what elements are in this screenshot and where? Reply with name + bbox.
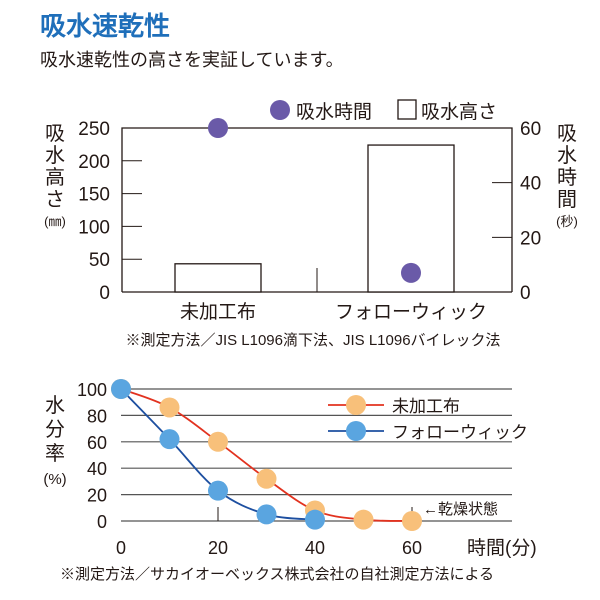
legend-label: 吸水高さ bbox=[421, 101, 497, 123]
ylabel-right: 間 bbox=[557, 189, 577, 211]
category-label: 未加工布 bbox=[180, 301, 256, 323]
data-point-0 bbox=[208, 431, 228, 452]
legend-box-icon bbox=[397, 99, 417, 120]
ylabel-right: 吸 bbox=[557, 123, 577, 145]
ylabel-left: 水 bbox=[45, 144, 65, 167]
legend-label: フォローウィック bbox=[392, 423, 528, 442]
legend-marker-icon bbox=[346, 395, 366, 415]
category-label: フォローウィック bbox=[335, 301, 487, 323]
page-title: 吸水速乾性 bbox=[40, 12, 171, 42]
ytick-right-label: 0 bbox=[520, 283, 531, 304]
ytick-label: 0 bbox=[97, 512, 107, 532]
xtick-label: 0 bbox=[116, 538, 126, 558]
data-point-0 bbox=[159, 397, 180, 418]
bar-0 bbox=[174, 263, 262, 293]
page-subtitle: 吸水速乾性の高さを実証しています。 bbox=[40, 50, 344, 71]
ylabel-left: 高 bbox=[45, 166, 65, 189]
ytick-left-label: 0 bbox=[99, 283, 110, 304]
data-point-1 bbox=[159, 429, 180, 450]
legend-label: 吸水時間 bbox=[296, 101, 372, 123]
ylabel-left: 吸 bbox=[45, 123, 65, 145]
ytick-left-label: 100 bbox=[78, 217, 110, 238]
legend-marker-icon bbox=[346, 421, 366, 441]
ylabel: 率 bbox=[45, 442, 65, 465]
ytick-label: 100 bbox=[77, 380, 107, 400]
chart-note: ※測定方法／サカイオーベックス株式会社の自社測定方法による bbox=[60, 566, 494, 583]
legend-dot-icon bbox=[270, 100, 290, 120]
ylabel-right: (秒) bbox=[556, 214, 578, 229]
ytick-right-label: 60 bbox=[520, 119, 541, 140]
ytick-left-label: 50 bbox=[89, 250, 110, 271]
data-point-1 bbox=[111, 379, 131, 399]
ytick-label: 40 bbox=[87, 459, 107, 479]
legend-label: 未加工布 bbox=[392, 397, 460, 416]
ytick-left-label: 200 bbox=[78, 152, 110, 173]
ylabel-right: 水 bbox=[557, 144, 577, 167]
ytick-left-label: 150 bbox=[78, 185, 110, 206]
plot-frame bbox=[121, 127, 513, 292]
dot-0 bbox=[208, 118, 228, 138]
xlabel: 時間(分) bbox=[467, 537, 537, 559]
chart-note: ※測定方法／JIS L1096滴下法、JIS L1096バイレック法 bbox=[125, 331, 500, 349]
ytick-label: 60 bbox=[87, 433, 107, 453]
data-point-0 bbox=[402, 511, 422, 531]
xtick-label: 20 bbox=[208, 538, 228, 558]
ylabel-left: (㎜) bbox=[44, 214, 66, 229]
ylabel: 分 bbox=[45, 418, 65, 441]
ytick-label: 20 bbox=[87, 486, 107, 506]
ytick-right-label: 40 bbox=[520, 174, 541, 195]
ytick-left-label: 250 bbox=[78, 119, 110, 140]
data-point-1 bbox=[208, 480, 228, 501]
ytick-right-label: 20 bbox=[520, 228, 541, 249]
ylabel: (%) bbox=[43, 471, 66, 488]
annotation-dry-state: ←乾燥状態 bbox=[423, 501, 498, 518]
ytick-label: 80 bbox=[87, 406, 107, 426]
xtick-label: 60 bbox=[402, 538, 422, 558]
ylabel: 水 bbox=[45, 394, 65, 417]
ylabel-left: さ bbox=[45, 189, 65, 211]
data-point-0 bbox=[353, 509, 374, 530]
ylabel-right: 時 bbox=[557, 166, 577, 189]
data-point-0 bbox=[256, 468, 277, 489]
dot-1 bbox=[401, 262, 421, 283]
data-point-1 bbox=[305, 509, 325, 530]
data-point-1 bbox=[256, 504, 277, 525]
xtick-label: 40 bbox=[305, 538, 325, 558]
